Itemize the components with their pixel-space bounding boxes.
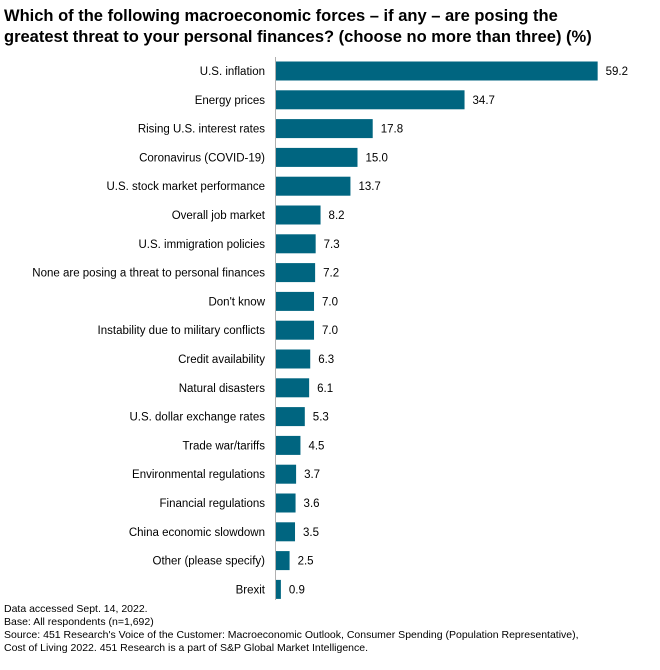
- bar: [276, 263, 316, 283]
- bars-layer: U.S. inflation 59.2 Energy prices 34.7 Risin…: [32, 61, 628, 599]
- bar: [276, 147, 358, 167]
- bar: [276, 234, 316, 254]
- category-label: Other (please specify): [153, 556, 266, 568]
- category-label: Don't know: [208, 296, 265, 308]
- value-label: 59.2: [606, 66, 628, 78]
- value-label: 34.7: [473, 95, 495, 107]
- value-label: 7.3: [324, 239, 340, 251]
- bar: [276, 522, 296, 542]
- bar: [276, 435, 301, 455]
- value-label: 7.0: [322, 325, 338, 337]
- bar: [276, 464, 297, 484]
- category-label: Rising U.S. interest rates: [138, 124, 265, 136]
- bar: [276, 407, 305, 427]
- value-label: 6.3: [318, 354, 334, 366]
- value-label: 13.7: [358, 181, 380, 193]
- category-label: None are posing a threat to personal fin…: [32, 268, 265, 280]
- category-label: Natural disasters: [179, 383, 266, 395]
- category-label: Credit availability: [178, 354, 265, 366]
- value-label: 5.3: [313, 412, 329, 424]
- bar: [276, 349, 311, 369]
- value-label: 3.5: [303, 527, 319, 539]
- value-label: 8.2: [329, 210, 345, 222]
- category-label: U.S. inflation: [200, 66, 265, 78]
- bar-chart: U.S. inflation 59.2 Energy prices 34.7 Risin…: [32, 57, 628, 600]
- value-label: 17.8: [381, 124, 403, 136]
- bar: [276, 90, 465, 110]
- bar: [276, 61, 598, 81]
- footer-source-line-1: Source: 451 Research's Voice of the Cust…: [4, 629, 579, 641]
- value-label: 4.5: [308, 440, 324, 452]
- footer-source-line-2: Cost of Living 2022. 451 Research is a p…: [4, 642, 369, 654]
- category-label: U.S. stock market performance: [107, 181, 266, 193]
- chart-title-line-2: greatest threat to your personal finance…: [4, 28, 592, 46]
- bar: [276, 579, 281, 599]
- value-label: 0.9: [289, 584, 305, 596]
- category-label: Financial regulations: [160, 498, 266, 510]
- category-label: Trade war/tariffs: [183, 440, 266, 452]
- category-label: Environmental regulations: [132, 469, 265, 481]
- bar: [276, 551, 290, 571]
- category-label: U.S. dollar exchange rates: [129, 412, 265, 424]
- category-label: Brexit: [236, 584, 266, 596]
- category-label: Energy prices: [195, 95, 266, 107]
- bar: [276, 493, 296, 513]
- category-label: Instability due to military conflicts: [98, 325, 266, 337]
- bar: [276, 176, 351, 196]
- footer-base: Base: All respondents (n=1,692): [4, 616, 154, 628]
- category-label: Overall job market: [172, 210, 266, 222]
- chart-title: Which of the following macroeconomic for…: [4, 6, 654, 48]
- category-label: Coronavirus (COVID-19): [139, 152, 265, 164]
- bar: [276, 320, 315, 340]
- bar: [276, 291, 315, 311]
- chart-footer: Data accessed Sept. 14, 2022. Base: All …: [4, 603, 656, 655]
- value-label: 3.6: [304, 498, 320, 510]
- chart-title-line-1: Which of the following macroeconomic for…: [4, 7, 558, 25]
- category-label: U.S. immigration policies: [138, 239, 265, 251]
- value-label: 15.0: [366, 152, 388, 164]
- category-label: China economic slowdown: [129, 527, 265, 539]
- bar: [276, 119, 373, 139]
- bar: [276, 205, 321, 225]
- value-label: 7.0: [322, 296, 338, 308]
- value-label: 3.7: [304, 469, 320, 481]
- value-label: 6.1: [317, 383, 333, 395]
- value-label: 2.5: [298, 556, 314, 568]
- bar: [276, 378, 310, 398]
- footer-date-accessed: Data accessed Sept. 14, 2022.: [4, 603, 148, 615]
- value-label: 7.2: [323, 268, 339, 280]
